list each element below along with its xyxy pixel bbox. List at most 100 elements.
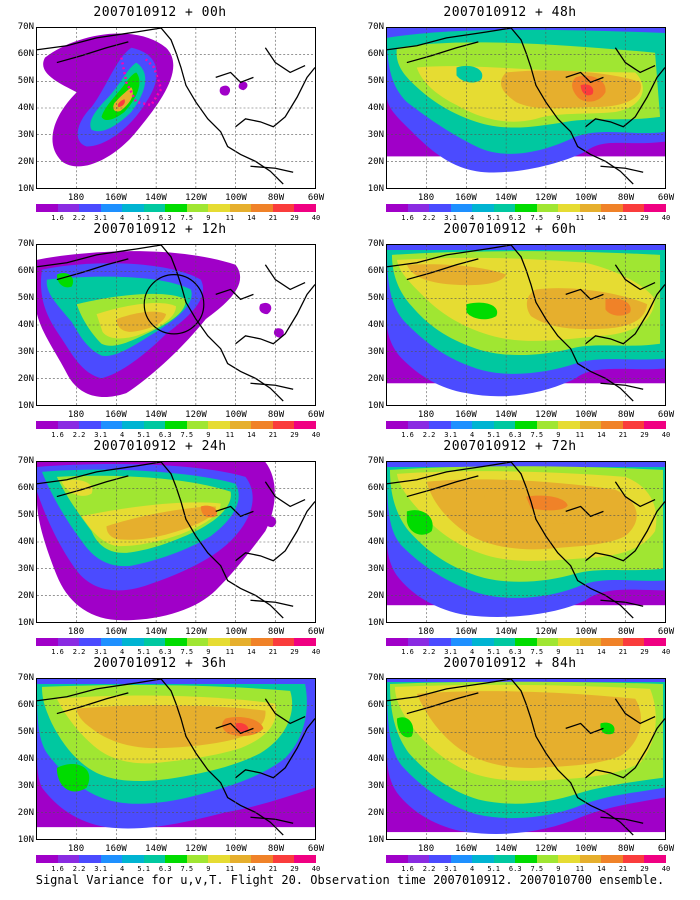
lat-label: 30N: [17, 347, 34, 357]
colorbar-swatch: [644, 638, 666, 646]
colorbar-label: 29: [290, 648, 299, 656]
colorbar-label: 4: [470, 865, 475, 873]
colorbar-label: 9: [556, 865, 561, 873]
lat-label: 50N: [17, 727, 34, 737]
colorbar-swatch: [208, 638, 230, 646]
map-plot: [386, 244, 666, 406]
colorbar-swatch: [407, 855, 430, 863]
colorbar-swatch: [386, 638, 408, 646]
coastline: [387, 245, 665, 402]
lat-label: 60N: [17, 483, 34, 493]
colorbar-swatch: [515, 638, 537, 646]
variance-field: [37, 251, 284, 398]
lon-label: 100W: [575, 844, 597, 854]
colorbar-swatch: [601, 638, 623, 646]
lat-label: 40N: [367, 754, 384, 764]
colorbar: [36, 855, 316, 863]
lon-label: 180: [67, 844, 85, 854]
grid-lines: [387, 245, 665, 405]
lon-label: 160W: [105, 410, 127, 420]
colorbar-swatch: [122, 204, 144, 212]
colorbar-swatch: [472, 421, 494, 429]
lat-label: 30N: [17, 781, 34, 791]
lat-label: 10N: [367, 401, 384, 411]
colorbar-swatch: [122, 638, 144, 646]
colorbar-swatch: [57, 421, 80, 429]
colorbar-label: 7.5: [180, 865, 194, 873]
variance-field: [43, 33, 248, 167]
colorbar-swatch: [57, 855, 80, 863]
colorbar-label: 7.5: [530, 648, 544, 656]
colorbar-swatch: [558, 204, 580, 212]
lat-label: 20N: [17, 808, 34, 818]
colorbar-label: 6.3: [158, 431, 172, 439]
colorbar-label: 11: [225, 431, 235, 439]
colorbar-label: 9: [206, 431, 211, 439]
colorbar-label: 4: [470, 648, 475, 656]
lon-label: 80W: [617, 627, 635, 637]
lat-label: 20N: [17, 157, 34, 167]
colorbar-label: 11: [575, 214, 585, 222]
map-panel-12h: 2007010912 + 12h: [0, 222, 324, 439]
colorbar-label: 3.1: [444, 431, 457, 439]
colorbar-swatch: [515, 421, 537, 429]
lon-label: 100W: [575, 193, 597, 203]
lon-label: 180: [417, 193, 435, 203]
colorbar-swatch: [272, 638, 295, 646]
panel-title: 2007010912 + 84h: [443, 656, 577, 671]
colorbar-swatch: [272, 204, 295, 212]
colorbar-label: 4: [120, 431, 125, 439]
colorbar-swatch: [57, 638, 80, 646]
colorbar-label: 29: [640, 214, 649, 222]
colorbar-swatch: [208, 855, 230, 863]
colorbar-label: 2.2: [72, 648, 86, 656]
lon-label: 60W: [307, 627, 325, 637]
colorbar-label: 5.1: [487, 648, 501, 656]
colorbar-swatch: [36, 421, 58, 429]
map-panel-00h: 2007010912 + 00h: [0, 5, 324, 222]
colorbar-label: 6.3: [158, 865, 172, 873]
colorbar-label: 21: [268, 648, 278, 656]
colorbar-label: 6.3: [158, 648, 172, 656]
lat-label: 50N: [367, 510, 384, 520]
lon-label: 100W: [225, 410, 247, 420]
colorbar-swatch: [251, 204, 273, 212]
colorbar-swatch: [229, 638, 252, 646]
colorbar-label: 29: [290, 431, 299, 439]
lat-label: 60N: [367, 483, 384, 493]
lon-label: 80W: [267, 627, 285, 637]
colorbar-label: 7.5: [180, 214, 194, 222]
grid-lines: [387, 679, 665, 839]
colorbar-swatch: [493, 638, 516, 646]
colorbar-label: 29: [290, 214, 299, 222]
colorbar-label: 40: [661, 865, 671, 873]
grid-lines: [37, 245, 315, 405]
colorbar-label: 14: [597, 431, 606, 439]
grid-lines: [387, 28, 665, 188]
colorbar-swatch: [122, 421, 144, 429]
colorbar-swatch: [601, 855, 623, 863]
colorbar-swatch: [536, 638, 559, 646]
lat-label: 70N: [17, 22, 34, 32]
colorbar-label: 40: [661, 648, 671, 656]
lon-label: 160W: [455, 193, 477, 203]
map-plot: [36, 27, 316, 189]
lat-label: 50N: [17, 293, 34, 303]
lon-label: 120W: [185, 193, 207, 203]
panel-title: 2007010912 + 72h: [443, 439, 577, 454]
colorbar-label: 3.1: [444, 214, 457, 222]
lon-label: 120W: [535, 627, 557, 637]
colorbar-swatch: [208, 421, 230, 429]
colorbar-swatch: [429, 204, 451, 212]
colorbar-swatch: [515, 855, 537, 863]
colorbar-label: 7.5: [530, 431, 544, 439]
colorbar-label: 14: [247, 214, 256, 222]
colorbar-swatch: [429, 421, 451, 429]
colorbar-swatch: [143, 421, 166, 429]
colorbar-label: 1.6: [401, 431, 414, 439]
colorbar-label: 6.3: [508, 865, 522, 873]
colorbar-label: 1.6: [51, 431, 64, 439]
colorbar-label: 1.6: [401, 214, 414, 222]
colorbar-label: 3.1: [444, 648, 457, 656]
colorbar-label: 14: [247, 431, 256, 439]
